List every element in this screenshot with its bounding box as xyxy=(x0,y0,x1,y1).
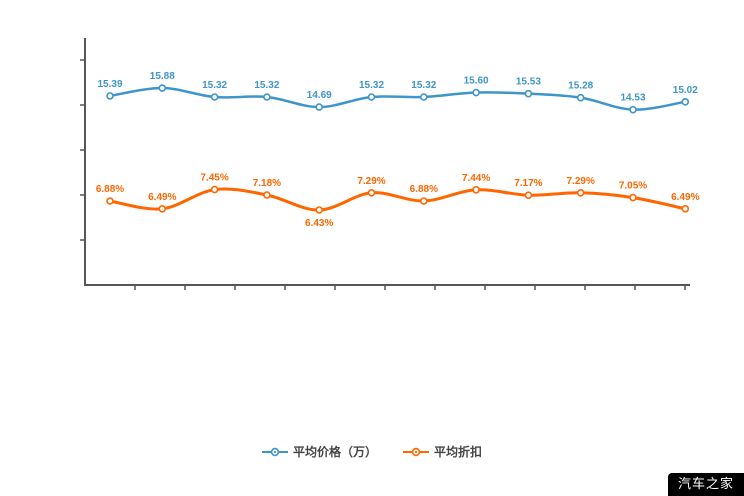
data-point-label: 14.69 xyxy=(307,90,332,101)
data-point xyxy=(629,193,637,202)
data-point xyxy=(576,93,585,102)
data-point-label: 15.02 xyxy=(673,85,698,96)
data-point xyxy=(263,93,271,101)
data-point xyxy=(629,105,637,114)
data-point-label: 6.49% xyxy=(148,192,176,203)
data-point xyxy=(106,197,114,205)
data-point-label: 6.49% xyxy=(671,192,699,203)
legend-item-1[interactable]: 平均折扣 xyxy=(403,443,482,460)
data-point-label: 7.29% xyxy=(567,176,595,187)
data-point-label: 7.29% xyxy=(357,176,385,187)
data-point xyxy=(315,206,324,214)
data-point xyxy=(106,92,114,100)
data-point xyxy=(367,189,376,197)
data-point-label: 15.32 xyxy=(254,80,279,91)
watermark: 汽车之家 xyxy=(667,473,744,496)
data-point-label: 6.43% xyxy=(305,218,333,229)
data-point-label: 6.88% xyxy=(410,184,438,195)
series-line-1 xyxy=(108,187,687,212)
legend-label: 平均价格（万） xyxy=(292,445,377,459)
data-point xyxy=(367,93,376,101)
data-point-label: 15.53 xyxy=(516,77,541,88)
data-point xyxy=(210,185,219,194)
data-point-label: 15.32 xyxy=(202,80,227,91)
data-point-label: 15.28 xyxy=(568,81,593,92)
legend-line-marker-icon xyxy=(403,447,429,456)
data-point-label: 7.18% xyxy=(253,178,281,189)
data-point-label: 7.05% xyxy=(619,181,647,192)
chart-legend: 平均价格（万） 平均折扣 xyxy=(0,443,744,460)
data-point xyxy=(576,189,585,197)
data-point-label: 6.88% xyxy=(96,184,124,195)
data-point xyxy=(315,103,324,111)
data-point-label: 15.32 xyxy=(411,80,436,91)
data-point-label: 7.45% xyxy=(200,173,228,184)
data-point-label: 15.39 xyxy=(97,79,122,90)
data-point xyxy=(472,88,480,97)
data-point-label: 15.32 xyxy=(359,80,384,91)
series-line-0 xyxy=(108,86,687,111)
data-point-label: 15.88 xyxy=(150,71,175,82)
data-point xyxy=(158,205,167,213)
data-point xyxy=(681,205,690,213)
data-point xyxy=(524,89,533,98)
data-labels: 15.39 15.88 15.32 15.32 14.69 15.32 15.32 15.60… xyxy=(96,71,700,229)
data-point xyxy=(524,191,533,199)
data-point xyxy=(210,93,219,101)
data-point xyxy=(472,186,480,194)
data-point xyxy=(681,98,690,106)
data-point xyxy=(158,84,167,92)
series-points xyxy=(106,84,690,214)
data-point xyxy=(419,93,428,101)
data-point-label: 7.44% xyxy=(462,173,490,184)
data-point-label: 7.17% xyxy=(514,178,542,189)
legend-line-marker-icon xyxy=(261,447,288,456)
data-point xyxy=(263,191,271,199)
series-lines xyxy=(108,86,687,212)
axes xyxy=(80,38,690,290)
data-point-label: 14.53 xyxy=(620,93,645,104)
legend-label: 平均折扣 xyxy=(434,445,483,459)
data-point xyxy=(419,197,428,205)
data-point-label: 15.60 xyxy=(464,76,489,87)
legend-item-0[interactable]: 平均价格（万） xyxy=(261,443,377,460)
